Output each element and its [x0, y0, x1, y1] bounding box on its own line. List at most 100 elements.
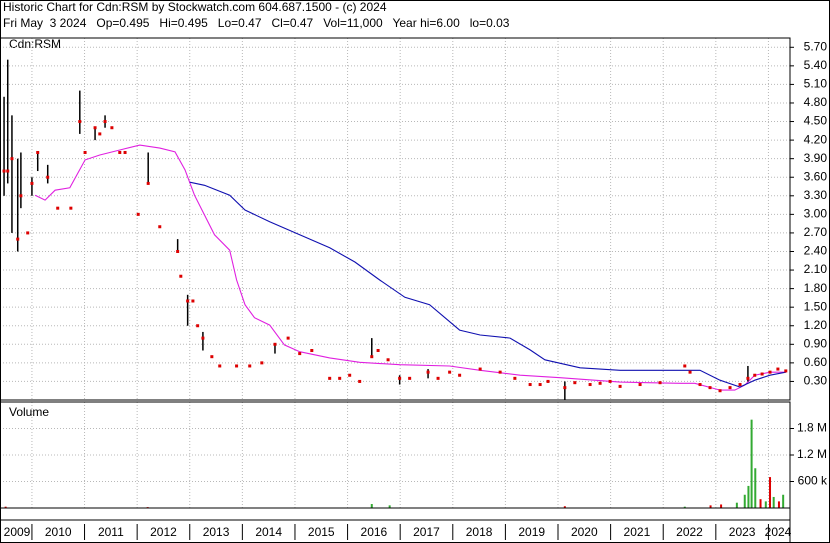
close-marker	[776, 367, 780, 371]
close-marker	[201, 336, 205, 340]
volume-bar	[777, 501, 780, 508]
x-tick-label: 2020	[571, 525, 598, 539]
close-marker	[103, 120, 107, 124]
plot-area	[2, 59, 788, 400]
moving-average-line	[34, 144, 786, 391]
volume-bar	[743, 494, 746, 508]
volume-bar	[735, 502, 738, 508]
x-tick-label: 2018	[466, 525, 493, 539]
y-tick-label: 1.2 M	[797, 447, 827, 461]
volume-bar	[683, 506, 686, 508]
close-marker	[618, 384, 622, 388]
y-tick-label: 2.40	[804, 244, 828, 258]
close-marker	[358, 379, 362, 383]
volume-bar	[709, 505, 712, 508]
close-marker	[46, 175, 50, 179]
close-marker	[784, 369, 788, 373]
close-marker	[408, 376, 412, 380]
volume-bar	[4, 506, 7, 508]
x-tick-label: 2011	[98, 525, 124, 539]
close-marker	[348, 373, 352, 377]
close-marker	[36, 150, 40, 154]
x-tick-label: 2017	[413, 525, 440, 539]
close-marker	[19, 194, 23, 198]
close-marker	[728, 386, 732, 390]
close-marker	[458, 373, 462, 377]
close-marker	[136, 212, 140, 216]
close-marker	[98, 132, 102, 136]
close-marker	[386, 358, 390, 362]
y-tick-label: 5.70	[804, 39, 828, 53]
volume-bar	[388, 505, 391, 508]
close-marker	[478, 367, 482, 371]
close-marker	[768, 370, 772, 374]
close-marker	[683, 364, 687, 368]
close-marker	[69, 206, 73, 210]
chart-title: Historic Chart for Cdn:RSM by Stockwatch…	[3, 0, 387, 14]
volume-bar	[772, 496, 775, 508]
close-marker	[26, 231, 30, 235]
close-marker	[608, 379, 612, 383]
close-marker	[30, 181, 34, 185]
volume-bar	[370, 504, 373, 508]
y-tick-label: 4.50	[804, 114, 828, 128]
close-marker	[398, 376, 402, 380]
close-marker	[546, 379, 550, 383]
volume-bar	[747, 485, 750, 508]
close-marker	[186, 299, 190, 303]
close-marker	[93, 126, 97, 130]
volume-bar	[764, 501, 767, 508]
y-tick-label: 0.30	[804, 374, 828, 388]
volume-bar	[769, 477, 772, 508]
close-marker	[588, 383, 592, 387]
close-marker	[2, 169, 6, 173]
close-marker	[218, 364, 222, 368]
volume-bar	[759, 499, 762, 508]
x-tick-label: 2022	[676, 525, 703, 539]
close-marker	[158, 225, 162, 229]
close-marker	[16, 237, 20, 241]
close-marker	[310, 348, 314, 352]
x-tick-label: 2010	[45, 525, 72, 539]
close-marker	[426, 370, 430, 374]
close-marker	[528, 383, 532, 387]
close-marker	[376, 348, 380, 352]
y-tick-label: 1.80	[804, 281, 828, 295]
volume-bar	[782, 494, 785, 508]
close-marker	[738, 383, 742, 387]
x-tick-label: 2012	[150, 525, 177, 539]
close-marker	[191, 299, 195, 303]
close-marker	[83, 150, 87, 154]
volume-label: Volume	[9, 405, 49, 419]
close-marker	[598, 381, 602, 385]
close-marker	[273, 342, 277, 346]
close-marker	[718, 389, 722, 393]
close-marker	[78, 120, 82, 124]
close-marker	[210, 355, 214, 359]
close-marker	[448, 370, 452, 374]
volume-bar	[754, 468, 757, 508]
close-marker	[328, 376, 332, 380]
moving-average-line	[189, 181, 786, 388]
close-marker	[498, 370, 502, 374]
close-marker	[248, 364, 252, 368]
close-marker	[658, 381, 662, 385]
x-tick-label: 2024	[765, 525, 792, 539]
close-marker	[176, 249, 180, 253]
y-tick-label: 1.50	[804, 299, 828, 313]
close-marker	[538, 383, 542, 387]
close-marker	[56, 206, 60, 210]
close-marker	[10, 157, 14, 161]
y-tick-label: 3.60	[804, 169, 828, 183]
close-marker	[436, 376, 440, 380]
close-marker	[708, 386, 712, 390]
x-tick-label: 2015	[308, 525, 335, 539]
close-marker	[196, 324, 200, 328]
close-marker	[698, 383, 702, 387]
y-tick-label: 0.60	[804, 355, 828, 369]
close-marker	[123, 150, 127, 154]
symbol-label: Cdn:RSM	[9, 37, 61, 51]
y-tick-label: 0.90	[804, 336, 828, 350]
